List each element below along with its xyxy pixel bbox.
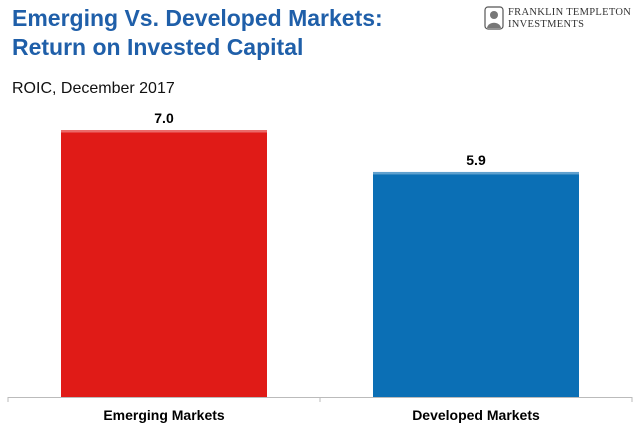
title-line-1: Emerging Vs. Developed Markets: [12, 5, 383, 31]
logo-line-1: FRANKLIN TEMPLETON [508, 7, 632, 18]
logo-line-2: INVESTMENTS [508, 19, 585, 30]
x-tick-label-developed-markets: Developed Markets [412, 407, 540, 423]
franklin-templeton-logo: FRANKLIN TEMPLETON INVESTMENTS [484, 6, 634, 34]
bar-highlight-emerging-markets [61, 130, 267, 133]
data-label-developed-markets: 5.9 [466, 152, 486, 168]
x-tick-label-emerging-markets: Emerging Markets [103, 407, 225, 423]
title-line-2: Return on Invested Capital [12, 34, 304, 60]
bar-developed-markets [373, 171, 579, 397]
franklin-portrait-seal-icon [484, 6, 504, 30]
chart-title: Emerging Vs. Developed Markets: Return o… [12, 4, 383, 62]
bar-highlight-developed-markets [373, 171, 579, 175]
data-label-emerging-markets: 7.0 [154, 110, 174, 126]
bar-emerging-markets [61, 130, 267, 397]
chart-subtitle: ROIC, December 2017 [12, 80, 175, 97]
